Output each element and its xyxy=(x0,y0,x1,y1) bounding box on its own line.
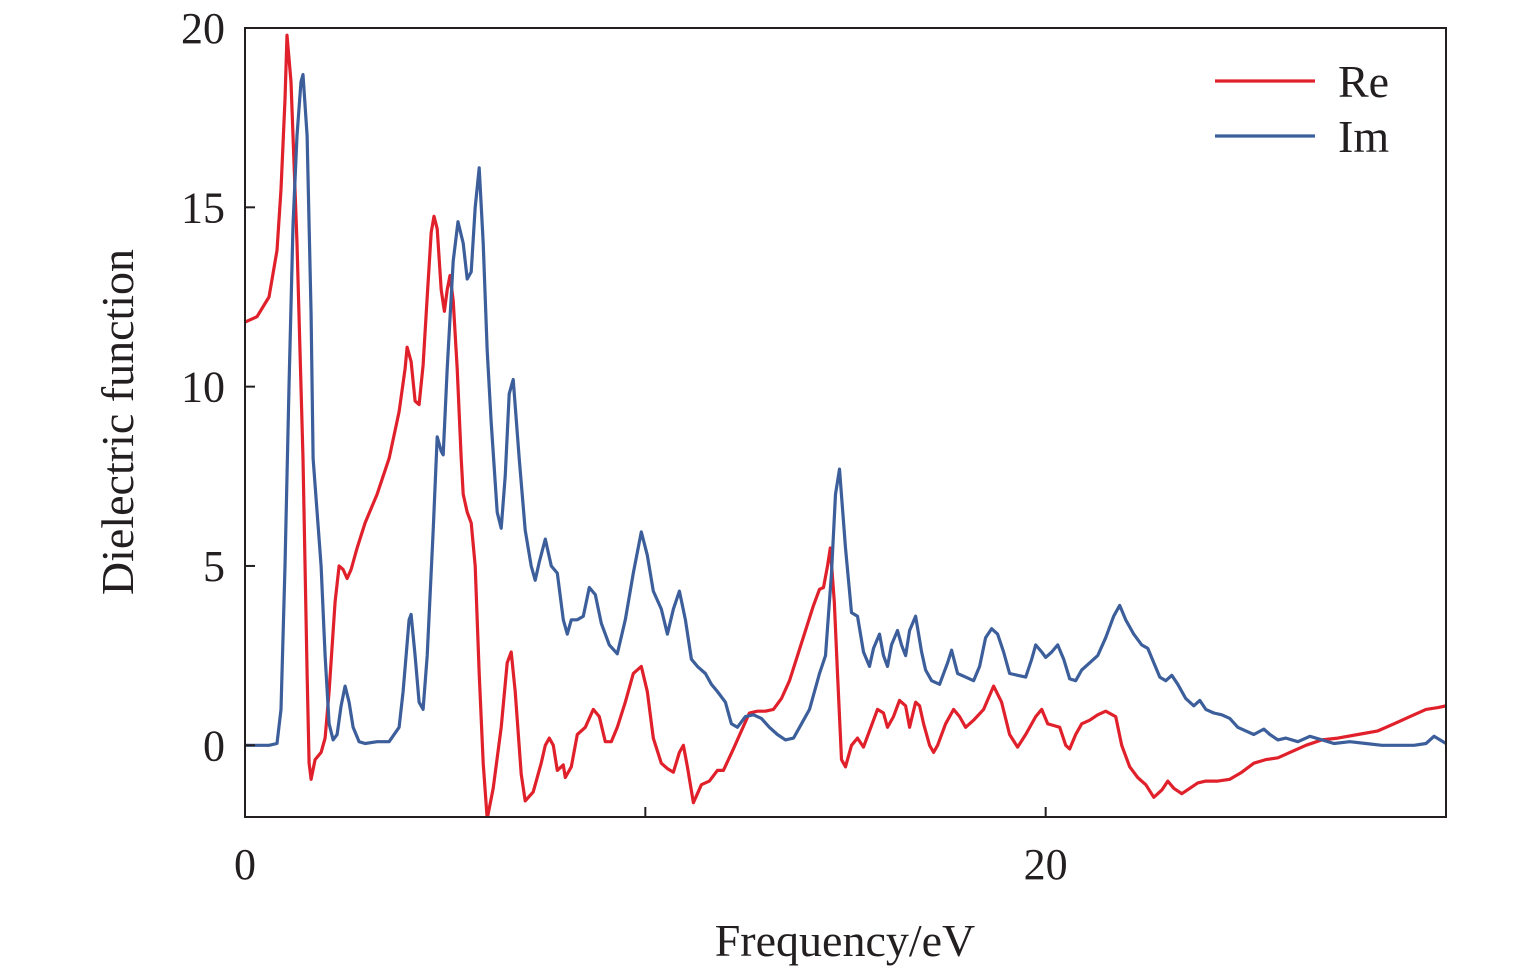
y-tick-label-5: 5 xyxy=(203,542,225,591)
legend: Re Im xyxy=(1215,56,1389,162)
y-axis-label: Dielectric function xyxy=(92,249,143,595)
series-line-re xyxy=(245,33,1446,817)
x-tick-label-0: 0 xyxy=(234,840,256,889)
legend-label-re: Re xyxy=(1338,56,1389,107)
plot-frame xyxy=(244,27,1447,818)
series-layer xyxy=(245,33,1446,817)
y-tick-label-10: 10 xyxy=(181,363,225,412)
y-tick-label-0: 0 xyxy=(203,721,225,770)
x-tick-label-20: 20 xyxy=(1024,840,1068,889)
series-line-im xyxy=(245,73,1446,747)
y-tick-label-15: 15 xyxy=(181,183,225,232)
legend-label-im: Im xyxy=(1338,111,1389,162)
axis-tick-labels: 0 5 10 15 20 0 20 xyxy=(181,4,1068,889)
axis-ticks xyxy=(244,27,1047,817)
x-axis-label: Frequency/eV xyxy=(715,915,976,966)
y-tick-label-20: 20 xyxy=(181,4,225,53)
